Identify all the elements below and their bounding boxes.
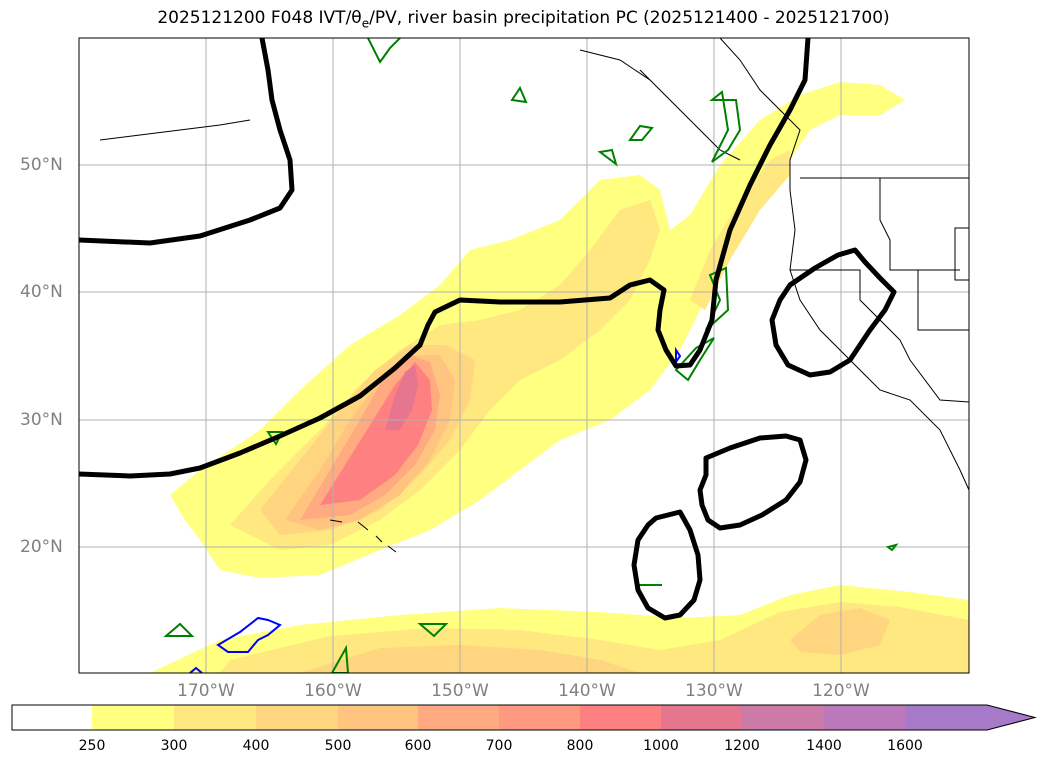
colorbar-swatch [661, 705, 742, 730]
lon-label: 170°W [177, 681, 235, 701]
map-frame [78, 37, 970, 674]
ivt-contours [79, 38, 897, 621]
colorbar [11, 704, 1037, 731]
colorbar-tick: 300 [160, 738, 188, 754]
lon-label: 160°W [304, 681, 362, 701]
coastlines [99, 38, 969, 553]
colorbar-swatch [580, 705, 661, 730]
colorbar-swatch [338, 705, 418, 730]
thetae-contours [189, 346, 682, 673]
colorbar-tick: 600 [404, 738, 432, 754]
pv-contours [163, 38, 899, 673]
colorbar-tick: 250 [78, 738, 106, 754]
lat-label: 40°N [20, 282, 63, 302]
colorbar-tick: 400 [242, 738, 270, 754]
lon-label: 120°W [812, 681, 870, 701]
colorbar-swatch [499, 705, 580, 730]
colorbar-tick: 1000 [643, 738, 679, 754]
colorbar-tick: 1200 [724, 738, 760, 754]
colorbar-outline [11, 704, 1037, 731]
lat-label: 50°N [20, 155, 63, 175]
ivt-fill-1000 [385, 365, 418, 430]
title-prefix: 2025121200 F048 IVT/ [157, 8, 352, 28]
title-suffix: /PV, river basin precipitation PC (20251… [369, 8, 890, 28]
colorbar-swatch [418, 705, 499, 730]
lon-label: 130°W [685, 681, 743, 701]
colorbar-tick: 800 [566, 738, 594, 754]
colorbar-swatch [256, 705, 338, 730]
lat-label: 20°N [20, 537, 63, 557]
colorbar-tick: 1600 [887, 738, 923, 754]
colorbar-swatch [174, 705, 256, 730]
colorbar-tick: 700 [485, 738, 513, 754]
colorbar-swatch [824, 705, 905, 730]
title-theta: θ [351, 8, 362, 28]
map-title: 2025121200 F048 IVT/θe/PV, river basin p… [0, 8, 1047, 30]
colorbar-extend [905, 705, 1035, 730]
colorbar-swatch [742, 705, 824, 730]
lon-label: 150°W [431, 681, 489, 701]
title-theta-sub: e [361, 16, 370, 31]
colorbar-swatch [92, 705, 174, 730]
lon-label: 140°W [558, 681, 616, 701]
lat-label: 30°N [20, 410, 63, 430]
colorbar-tick: 1400 [806, 738, 842, 754]
ivt-fill-250 [150, 82, 969, 673]
colorbar-tick: 500 [324, 738, 352, 754]
